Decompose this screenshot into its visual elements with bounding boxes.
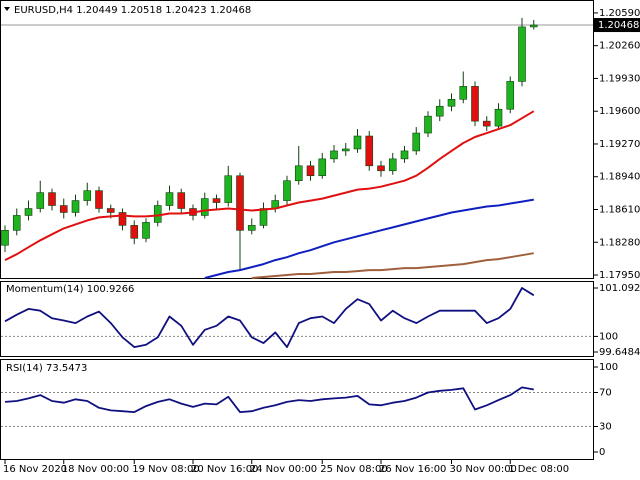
indicator-name: RSI(14) [6,363,43,374]
candle-body [306,165,315,177]
candle-body [142,222,150,239]
candle-body [236,175,244,231]
candle-body [1,230,9,246]
y-tick-label: 101.0923 [599,283,640,294]
y-tick-label: 1.19600 [599,106,640,117]
indicator-value: 73.5473 [46,363,87,374]
y-tick-label: 1.20260 [599,41,640,52]
x-tick-label: 26 Nov 16:00 [379,464,446,475]
high-value: 1.20518 [121,5,162,16]
candle-body [212,198,221,203]
candle-body [388,158,397,172]
y-tick-label: 100 [599,331,618,342]
candle-body [412,132,421,152]
main-panel-frame [0,0,594,279]
candle-body [259,208,268,226]
y-tick-label: 1.18610 [599,204,640,215]
candle-body [529,24,538,28]
x-tick-label: 30 Nov 00:00 [450,464,517,475]
candle-body [353,135,362,150]
chart-header: EURUSD,H4 1.20449 1.20518 1.20423 1.2046… [14,5,251,16]
last-price-box [594,18,640,33]
y-tick-label: 99.6484 [599,347,640,358]
candle-body [24,208,33,216]
y-tick-label: 100 [599,362,618,373]
close-value: 1.20468 [210,5,251,16]
candle-body [435,105,444,117]
rsi-title: RSI(14) 73.5473 [6,363,87,374]
candle-body [48,192,56,206]
candle-body [377,165,385,172]
line [4,386,534,413]
candle-body [95,190,103,209]
candle-body [59,205,68,213]
x-tick-label: 24 Nov 00:00 [250,464,317,475]
candle-body [471,86,479,122]
candle-body [459,86,468,100]
x-tick-label: 20 Nov 16:00 [191,464,258,475]
momentum-panel-frame [0,281,594,357]
low-value: 1.20423 [165,5,206,16]
open-value: 1.20449 [76,5,117,16]
candle-body [518,26,526,82]
y-tick-label: 1.20590 [599,8,640,19]
y-tick-label: 30 [599,422,612,433]
line [204,198,534,279]
line [251,252,534,279]
menu-triangle[interactable] [4,7,10,11]
candle-body [106,208,115,213]
y-tick-label: 1.18280 [599,237,640,248]
x-tick-label: 25 Nov 08:00 [320,464,387,475]
last-price-label: 1.20468 [598,20,639,31]
y-tick-label: 1.17950 [599,270,640,281]
y-tick-label: 0 [599,447,605,458]
candle-body [130,225,139,239]
candle-body [294,165,303,182]
y-tick-label: 1.19930 [599,73,640,84]
x-tick-label: 16 Nov 2020 [3,464,67,475]
candle-body [283,180,291,201]
y-tick-label: 70 [599,388,612,399]
candle-body [447,98,456,107]
momentum-title: Momentum(14) 100.9266 [6,284,134,295]
candle-body [36,192,45,209]
indicator-name: Momentum(14) [6,284,84,295]
candle-body [118,212,127,226]
candle-body [341,148,350,152]
candle-body [165,192,174,206]
x-tick-label: 1 Dec 08:00 [508,464,569,475]
candle-body [71,200,80,213]
x-tick-label: 18 Nov 00:00 [62,464,129,475]
candle-body [400,150,409,160]
symbol: EURUSD,H4 [14,5,73,16]
candle-body [247,225,256,231]
candle-body [330,150,338,160]
candle-body [494,108,503,127]
x-tick-label: 19 Nov 08:00 [132,464,199,475]
y-tick-label: 1.19270 [599,139,640,150]
candle-body [224,175,233,203]
candle-body [83,190,92,201]
candle-body [482,120,491,127]
candle-body [153,205,162,223]
candle-body [318,158,327,177]
candle-body [200,198,209,216]
indicator-value: 100.9266 [87,284,135,295]
candle-body [177,192,186,209]
y-tick-label: 1.18940 [599,172,640,183]
candle-body [12,215,21,231]
candle-body [424,115,432,134]
line [4,287,535,348]
candle-body [365,135,374,167]
line [4,110,535,261]
rsi-panel-frame [0,359,594,460]
candle-body [506,81,515,110]
